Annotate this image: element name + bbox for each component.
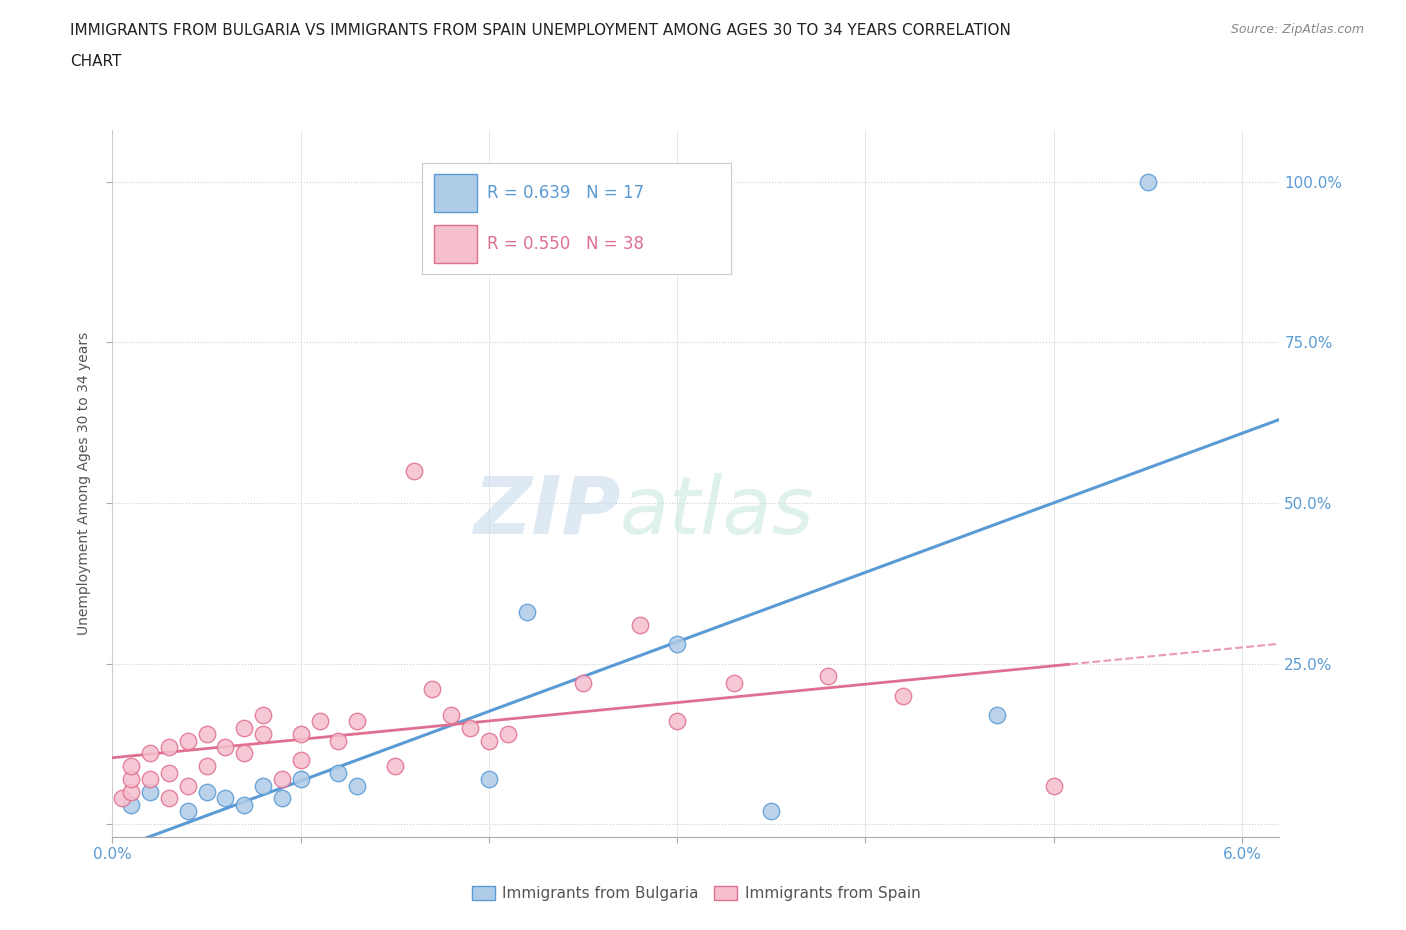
- Point: [120, 772, 142, 787]
- Point: [817, 669, 839, 684]
- Point: [1136, 174, 1159, 189]
- Point: [384, 759, 406, 774]
- Point: [233, 797, 256, 812]
- Point: [628, 618, 651, 632]
- Point: [290, 772, 312, 787]
- Point: [233, 721, 256, 736]
- Point: [177, 804, 200, 818]
- Point: [986, 708, 1008, 723]
- Text: CHART: CHART: [70, 54, 122, 69]
- Point: [496, 726, 519, 741]
- Point: [666, 637, 689, 652]
- Point: [290, 752, 312, 767]
- Point: [891, 688, 914, 703]
- Point: [761, 804, 783, 818]
- Text: atlas: atlas: [620, 472, 815, 551]
- Point: [195, 785, 218, 800]
- Text: IMMIGRANTS FROM BULGARIA VS IMMIGRANTS FROM SPAIN UNEMPLOYMENT AMONG AGES 30 TO : IMMIGRANTS FROM BULGARIA VS IMMIGRANTS F…: [70, 23, 1011, 38]
- Point: [458, 721, 481, 736]
- Point: [422, 682, 444, 697]
- Point: [214, 739, 236, 754]
- Point: [516, 604, 538, 619]
- Point: [157, 765, 180, 780]
- Point: [440, 708, 463, 723]
- Point: [252, 778, 274, 793]
- Point: [346, 714, 368, 729]
- Point: [290, 726, 312, 741]
- Point: [214, 791, 236, 806]
- Point: [723, 675, 745, 690]
- Y-axis label: Unemployment Among Ages 30 to 34 years: Unemployment Among Ages 30 to 34 years: [77, 332, 91, 635]
- Point: [111, 791, 134, 806]
- Point: [233, 746, 256, 761]
- Point: [328, 765, 350, 780]
- Point: [478, 733, 501, 748]
- Point: [120, 759, 142, 774]
- Text: R = 0.639   N = 17: R = 0.639 N = 17: [486, 184, 644, 202]
- Point: [478, 772, 501, 787]
- Point: [177, 778, 200, 793]
- Point: [139, 785, 162, 800]
- Point: [157, 739, 180, 754]
- Point: [177, 733, 200, 748]
- Point: [157, 791, 180, 806]
- Point: [402, 463, 425, 478]
- Point: [346, 778, 368, 793]
- Text: R = 0.550   N = 38: R = 0.550 N = 38: [486, 235, 644, 253]
- Point: [195, 759, 218, 774]
- Point: [270, 772, 292, 787]
- FancyBboxPatch shape: [434, 174, 478, 212]
- Point: [270, 791, 292, 806]
- FancyBboxPatch shape: [434, 225, 478, 263]
- Point: [666, 714, 689, 729]
- Point: [139, 772, 162, 787]
- Point: [328, 733, 350, 748]
- Text: ZIP: ZIP: [472, 472, 620, 551]
- Point: [1042, 778, 1064, 793]
- Legend: Immigrants from Bulgaria, Immigrants from Spain: Immigrants from Bulgaria, Immigrants fro…: [465, 880, 927, 907]
- Text: Source: ZipAtlas.com: Source: ZipAtlas.com: [1230, 23, 1364, 36]
- Point: [120, 785, 142, 800]
- Point: [139, 746, 162, 761]
- Point: [195, 726, 218, 741]
- Point: [252, 708, 274, 723]
- Point: [308, 714, 330, 729]
- Point: [572, 675, 595, 690]
- Point: [252, 726, 274, 741]
- Point: [120, 797, 142, 812]
